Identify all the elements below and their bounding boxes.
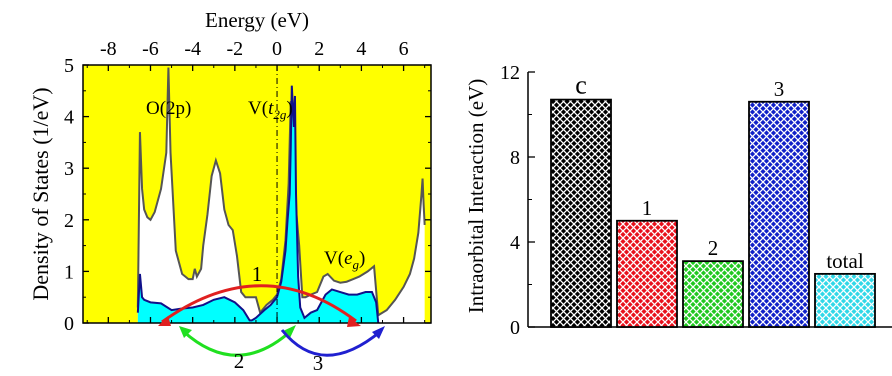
dos-x-tick-label: -2 <box>227 38 244 60</box>
bar-3 <box>748 100 810 328</box>
dos-y-tick-label: 5 <box>64 55 74 77</box>
bar-2 <box>682 260 744 328</box>
bar-y-tick-label: 0 <box>510 317 520 339</box>
dos-y-tick-label: 1 <box>64 261 74 283</box>
bar-y-axis-label: Intraorbital Interaction (eV) <box>464 79 488 313</box>
dos-x-tick-label: -6 <box>142 38 159 60</box>
v-projected-dos-fill <box>137 85 379 323</box>
transition-label-2: 2 <box>234 349 245 371</box>
dos-y-tick-label: 3 <box>64 158 74 180</box>
dos-x-tick-label: 4 <box>356 38 366 60</box>
bar-1 <box>616 219 678 328</box>
bar-c <box>550 98 612 328</box>
bar-y-tick-label: 12 <box>500 62 520 84</box>
bar-axes: 0 4 8 12 <box>500 62 535 339</box>
dos-x-tick-label: -8 <box>100 38 117 60</box>
dos-x-tick-label: 2 <box>314 38 324 60</box>
dos-x-tick-label: 6 <box>399 38 409 60</box>
dos-axes: -8 -6 -4 -2 0 2 4 6 0 1 2 3 4 5 <box>64 38 431 335</box>
bar-label-total: total <box>826 249 863 273</box>
bar-label-2: 2 <box>708 236 719 260</box>
transition-label-3: 3 <box>313 351 324 371</box>
bar-label-1: 1 <box>642 196 653 220</box>
bar-label-c: c <box>575 71 587 100</box>
bar-total <box>814 272 876 328</box>
bar-y-tick-label: 8 <box>510 147 520 169</box>
label-veg: V(eg) <box>324 248 365 272</box>
label-vt2g: V(t2g) <box>248 98 293 122</box>
dos-chart: -8 -6 -4 -2 0 2 4 6 0 1 2 3 4 5 Energy (eV) Density o… <box>28 8 432 375</box>
dos-y-tick-label: 2 <box>64 210 74 232</box>
dos-y-tick-label: 4 <box>64 107 74 129</box>
dos-x-tick-label: -4 <box>184 38 201 60</box>
transition-arrow-3 <box>280 329 382 357</box>
dos-y-tick-label: 0 <box>64 313 74 335</box>
dos-x-tick-label: 0 <box>272 38 282 60</box>
transition-arrow-1 <box>161 284 357 324</box>
total-dos-line <box>136 67 426 317</box>
label-o2p: O(2p) <box>146 98 191 119</box>
transition-arrow-3-head <box>372 326 385 339</box>
bar-label-3: 3 <box>774 77 785 101</box>
transition-arrow-2 <box>181 328 294 357</box>
transition-arrow-1-head-left <box>158 316 171 326</box>
transition-arrow-2-head-right <box>283 325 296 338</box>
transition-arrow-2-head-left <box>179 326 192 338</box>
transition-label-1: 1 <box>252 262 263 286</box>
transition-arrow-1-head-right <box>347 317 361 327</box>
bars: c 1 2 3 total <box>550 71 876 328</box>
dos-y-axis-label: Density of States (1/eV) <box>28 87 53 300</box>
dos-top-axis-label: Energy (eV) <box>205 8 309 32</box>
bar-y-tick-label: 4 <box>510 232 520 254</box>
